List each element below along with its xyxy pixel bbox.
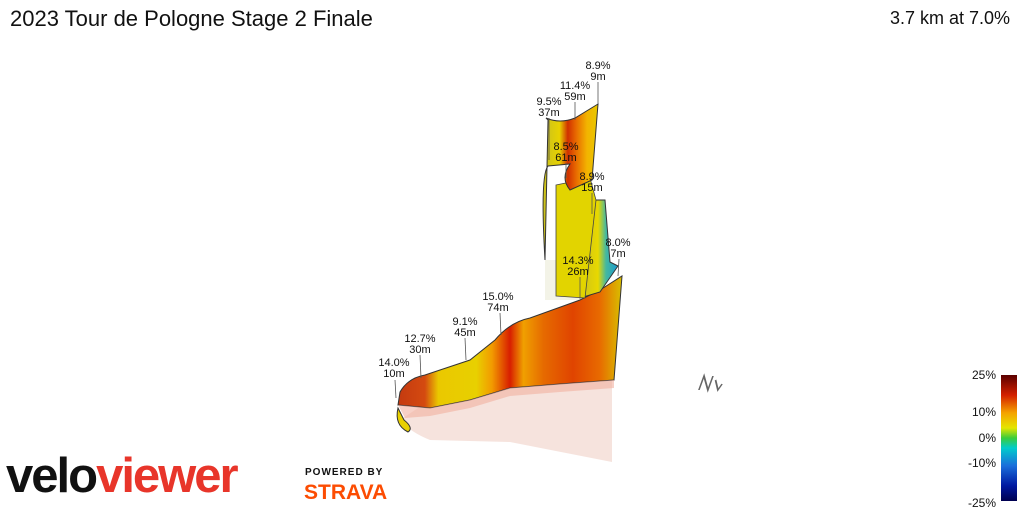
strava-logo: STRAVA <box>304 481 388 504</box>
svg-text:8.9%: 8.9% <box>585 60 610 72</box>
segment-label: 8.9% 15m <box>579 171 604 194</box>
segment-label: 9.1% 45m <box>452 316 477 339</box>
segment-label: 8.9% 9m <box>585 60 610 83</box>
legend-tick: 25% <box>971 368 996 382</box>
svg-text:15.0%: 15.0% <box>482 291 513 303</box>
climb-summary: 3.7 km at 7.0% <box>889 8 1010 28</box>
svg-text:8.9%: 8.9% <box>579 171 604 183</box>
svg-text:26m: 26m <box>567 266 588 278</box>
svg-text:14.3%: 14.3% <box>562 255 593 267</box>
svg-text:7m: 7m <box>610 248 625 260</box>
segment-label: 15.0% 74m <box>482 291 513 314</box>
segment-label: 14.3% 26m <box>562 255 593 278</box>
label-leaders <box>394 82 620 399</box>
legend-tick: 0% <box>978 431 996 445</box>
svg-text:8.5%: 8.5% <box>553 141 578 153</box>
svg-text:37m: 37m <box>538 107 559 119</box>
legend-tick: -10% <box>967 456 996 470</box>
lower-ribbon <box>397 275 623 409</box>
legend-tick: 10% <box>971 405 996 419</box>
svg-text:61m: 61m <box>555 152 576 164</box>
svg-text:74m: 74m <box>487 302 508 314</box>
svg-text:10m: 10m <box>383 368 404 380</box>
page-title: 2023 Tour de Pologne Stage 2 Finale <box>10 6 373 31</box>
segment-label: 11.4% 59m <box>560 80 591 103</box>
segment-label: 8.0% 7m <box>605 237 630 260</box>
north-arrow-icon <box>698 373 723 393</box>
svg-text:9.1%: 9.1% <box>452 316 477 328</box>
svg-text:9.5%: 9.5% <box>536 96 561 108</box>
segment-label: 9.5% 37m <box>536 96 561 119</box>
segment-label: 12.7% 30m <box>404 333 435 356</box>
svg-text:59m: 59m <box>564 91 585 103</box>
svg-text:9m: 9m <box>590 71 605 83</box>
start-curl <box>396 406 411 433</box>
svg-text:8.0%: 8.0% <box>605 237 630 249</box>
lower-ribbon-underside <box>398 380 614 418</box>
segment-label: 14.0% 10m <box>378 357 409 380</box>
svg-text:12.7%: 12.7% <box>404 333 435 345</box>
svg-text:11.4%: 11.4% <box>560 80 591 92</box>
svg-text:15m: 15m <box>581 182 602 194</box>
svg-text:14.0%: 14.0% <box>378 357 409 369</box>
grade-color-scale <box>1001 375 1017 501</box>
legend-tick: -25% <box>967 496 996 510</box>
veloviewer-logo: veloviewer <box>6 449 239 503</box>
segment-label: 8.5% 61m <box>553 141 578 164</box>
svg-text:30m: 30m <box>409 344 430 356</box>
powered-by-text: POWERED BY <box>305 467 384 478</box>
svg-text:45m: 45m <box>454 327 475 339</box>
upper-ribbon <box>542 103 599 261</box>
